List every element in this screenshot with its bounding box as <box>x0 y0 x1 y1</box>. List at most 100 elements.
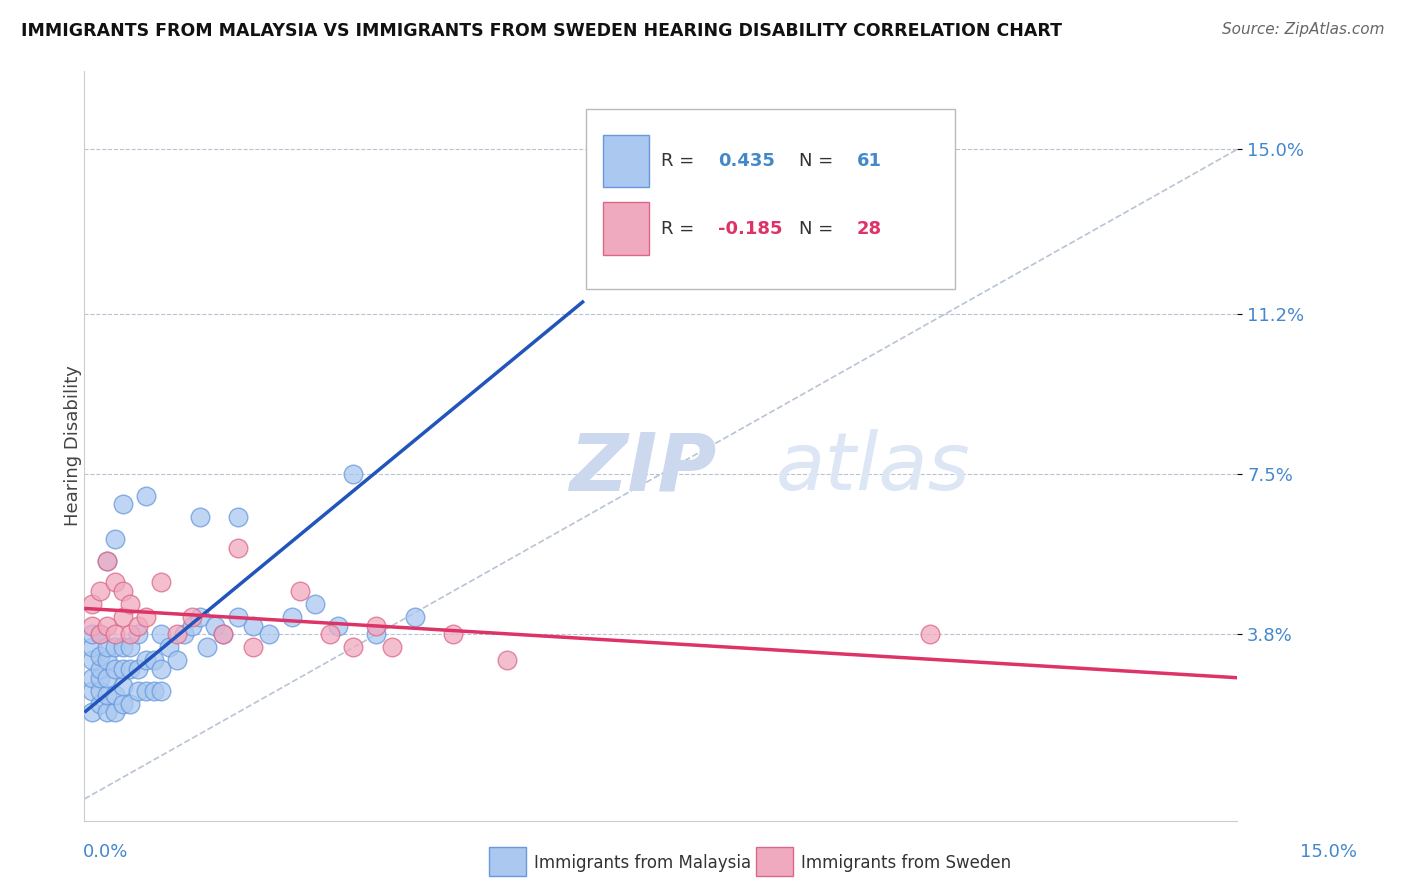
Point <box>80 619 103 633</box>
Point <box>104 575 127 590</box>
Point <box>166 653 188 667</box>
Point <box>96 671 118 685</box>
Point <box>80 706 103 720</box>
Point <box>104 640 127 655</box>
FancyBboxPatch shape <box>586 109 955 289</box>
Point <box>226 610 249 624</box>
Point <box>288 584 311 599</box>
Point <box>89 697 111 711</box>
Point <box>104 688 127 702</box>
Point <box>226 510 249 524</box>
Point <box>111 584 134 599</box>
Point <box>89 662 111 676</box>
Point <box>89 627 111 641</box>
Point <box>120 662 142 676</box>
Point <box>204 619 226 633</box>
Text: N =: N = <box>799 153 839 170</box>
Text: R =: R = <box>661 153 700 170</box>
Point <box>142 653 165 667</box>
Point <box>135 489 157 503</box>
Point <box>326 619 349 633</box>
Point <box>150 662 173 676</box>
Point <box>89 683 111 698</box>
Point <box>96 653 118 667</box>
Point <box>142 683 165 698</box>
Point <box>127 627 149 641</box>
Point <box>96 619 118 633</box>
Point <box>181 619 204 633</box>
Point <box>404 610 426 624</box>
Point <box>496 653 519 667</box>
Point <box>226 541 249 555</box>
Text: 15.0%: 15.0% <box>1301 843 1357 861</box>
Point <box>104 532 127 546</box>
Point <box>150 575 173 590</box>
Point <box>80 627 103 641</box>
Point <box>135 683 157 698</box>
Point <box>80 683 103 698</box>
Point <box>342 640 364 655</box>
Point <box>111 679 134 693</box>
Point <box>150 627 173 641</box>
Point <box>127 619 149 633</box>
Point <box>120 597 142 611</box>
Point <box>281 610 304 624</box>
Text: -0.185: -0.185 <box>718 219 783 237</box>
Point <box>342 467 364 482</box>
Point <box>319 627 342 641</box>
Point <box>80 597 103 611</box>
Point <box>80 640 103 655</box>
Point <box>96 706 118 720</box>
Point <box>188 510 211 524</box>
Point <box>366 619 388 633</box>
Point <box>89 648 111 663</box>
Point <box>89 627 111 641</box>
Point <box>257 627 280 641</box>
Point <box>135 610 157 624</box>
Point <box>181 610 204 624</box>
Point <box>127 683 149 698</box>
Point <box>120 640 142 655</box>
Point <box>166 627 188 641</box>
Point <box>173 627 195 641</box>
FancyBboxPatch shape <box>603 202 650 255</box>
Point <box>96 688 118 702</box>
Text: 0.435: 0.435 <box>718 153 775 170</box>
Point <box>304 597 326 611</box>
Point <box>211 627 233 641</box>
Point <box>104 706 127 720</box>
Point <box>157 640 180 655</box>
Point <box>381 640 404 655</box>
Point <box>80 671 103 685</box>
Point <box>211 627 233 641</box>
Text: 61: 61 <box>856 153 882 170</box>
Point <box>111 662 134 676</box>
Point <box>96 640 118 655</box>
Point <box>104 662 127 676</box>
Point <box>366 627 388 641</box>
Text: IMMIGRANTS FROM MALAYSIA VS IMMIGRANTS FROM SWEDEN HEARING DISABILITY CORRELATIO: IMMIGRANTS FROM MALAYSIA VS IMMIGRANTS F… <box>21 22 1062 40</box>
Point <box>242 640 264 655</box>
Point <box>120 627 142 641</box>
Text: 28: 28 <box>856 219 882 237</box>
Point <box>918 627 941 641</box>
Point <box>111 498 134 512</box>
Text: N =: N = <box>799 219 839 237</box>
Text: ZIP: ZIP <box>568 429 716 508</box>
Point <box>195 640 218 655</box>
Text: atlas: atlas <box>776 429 972 508</box>
Text: Immigrants from Malaysia: Immigrants from Malaysia <box>534 855 751 872</box>
Text: R =: R = <box>661 219 700 237</box>
Point <box>150 683 173 698</box>
Point <box>89 584 111 599</box>
Point <box>104 627 127 641</box>
Point <box>111 610 134 624</box>
Text: Immigrants from Sweden: Immigrants from Sweden <box>801 855 1011 872</box>
Text: Source: ZipAtlas.com: Source: ZipAtlas.com <box>1222 22 1385 37</box>
FancyBboxPatch shape <box>603 135 650 187</box>
Point <box>441 627 464 641</box>
Y-axis label: Hearing Disability: Hearing Disability <box>65 366 82 526</box>
Point <box>242 619 264 633</box>
Point <box>120 697 142 711</box>
Point <box>96 554 118 568</box>
